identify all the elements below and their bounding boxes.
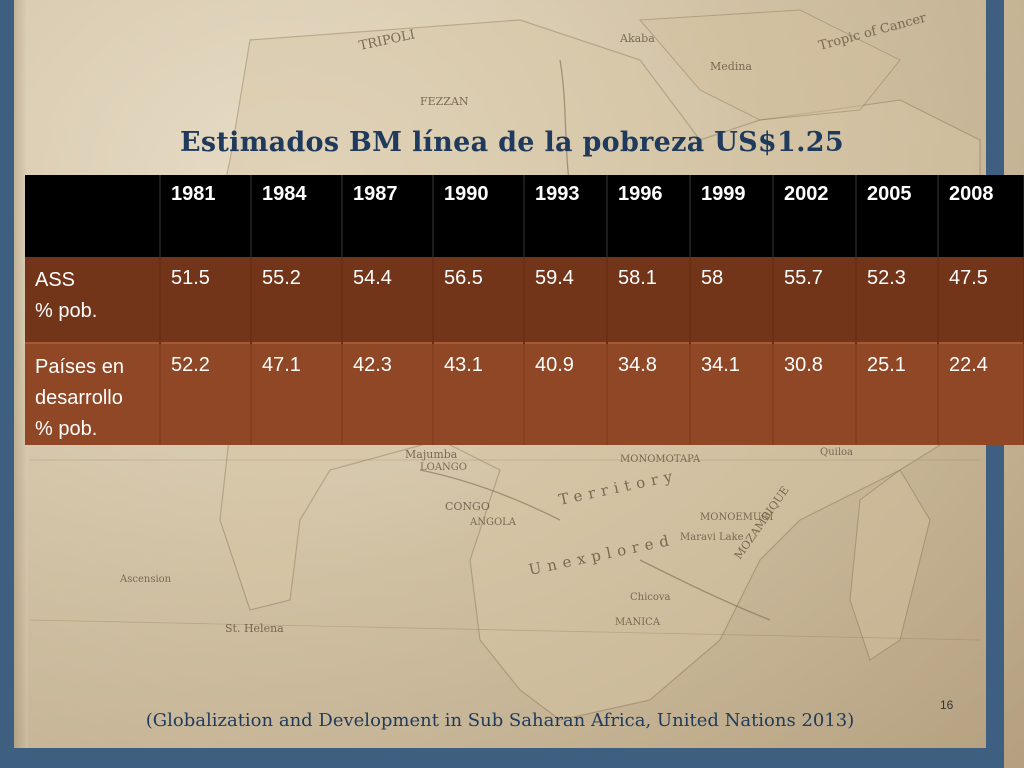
map-label: Chicova (630, 592, 671, 603)
header-year-cell: 2002 (773, 175, 857, 257)
value-cell: 47.5 (938, 257, 1024, 343)
map-label: LOANGO (420, 462, 467, 473)
value-cell: 40.9 (524, 342, 608, 445)
slide-title: Estimados BM línea de la pobreza US$1.25 (180, 127, 844, 158)
value-cell: 55.7 (773, 257, 857, 343)
map-label: St. Helena (225, 622, 284, 635)
value-cell: 58.1 (607, 257, 691, 343)
value-cell: 22.4 (938, 342, 1024, 445)
table-row-developing: Países en desarrollo % pob. 52.2 47.1 42… (25, 342, 1024, 445)
row-label-line: % pob. (35, 300, 98, 322)
madagascar-landmass (849, 469, 931, 661)
header-year-cell: 1987 (342, 175, 434, 257)
header-year-cell: 2008 (938, 175, 1024, 257)
map-label: Akaba (619, 32, 655, 45)
map-label: Ascension (119, 574, 172, 585)
header-year-cell: 1993 (524, 175, 608, 257)
arabia-landmass (638, 9, 901, 121)
page-number: 16 (940, 698, 954, 712)
row-label-line: Países en (35, 356, 124, 378)
row-label-cell: ASS % pob. (25, 257, 161, 343)
frame-inner-shadow (14, 0, 28, 768)
value-cell: 55.2 (251, 257, 343, 343)
value-cell: 34.8 (607, 342, 691, 445)
map-label: FEZZAN (420, 95, 469, 108)
header-year-cell: 1999 (690, 175, 774, 257)
table-header-row: 1981 1984 1987 1990 1993 1996 1999 2002 … (25, 175, 1024, 257)
header-year-cell: 1981 (160, 175, 252, 257)
poverty-table: 1981 1984 1987 1990 1993 1996 1999 2002 … (25, 175, 1024, 445)
header-corner-cell (25, 175, 161, 257)
frame-bottom-border (14, 748, 1004, 768)
header-year-cell: 1984 (251, 175, 343, 257)
value-cell: 59.4 (524, 257, 608, 343)
map-label: MANICA (615, 617, 661, 628)
value-cell: 25.1 (856, 342, 939, 445)
value-cell: 47.1 (251, 342, 343, 445)
row-label-line: ASS (35, 269, 76, 291)
map-label: Majumba (405, 448, 458, 461)
header-year-cell: 1990 (433, 175, 525, 257)
value-cell: 51.5 (160, 257, 252, 343)
value-cell: 34.1 (690, 342, 774, 445)
map-label: MONOMOTAPA (620, 454, 701, 465)
value-cell: 52.2 (160, 342, 252, 445)
map-label: CONGO (445, 500, 490, 513)
map-label: Quiloa (820, 447, 853, 458)
row-label-cell: Países en desarrollo % pob. (25, 342, 161, 445)
map-label: Maravi Lake (680, 532, 744, 543)
row-label-line: % pob. (35, 418, 98, 440)
value-cell: 30.8 (773, 342, 857, 445)
table-row-ass: ASS % pob. 51.5 55.2 54.4 56.5 59.4 58.1… (25, 257, 1024, 343)
value-cell: 58 (690, 257, 774, 343)
map-label: MONOEMUGI (700, 512, 773, 523)
frame-left-border (0, 0, 14, 768)
row-label-line: desarrollo (35, 387, 123, 409)
value-cell: 42.3 (342, 342, 434, 445)
source-citation: (Globalization and Development in Sub Sa… (145, 710, 855, 731)
value-cell: 56.5 (433, 257, 525, 343)
map-label: Medina (710, 60, 752, 73)
value-cell: 43.1 (433, 342, 525, 445)
value-cell: 54.4 (342, 257, 434, 343)
value-cell: 52.3 (856, 257, 939, 343)
map-label: ANGOLA (469, 517, 517, 528)
header-year-cell: 2005 (856, 175, 939, 257)
header-year-cell: 1996 (607, 175, 691, 257)
